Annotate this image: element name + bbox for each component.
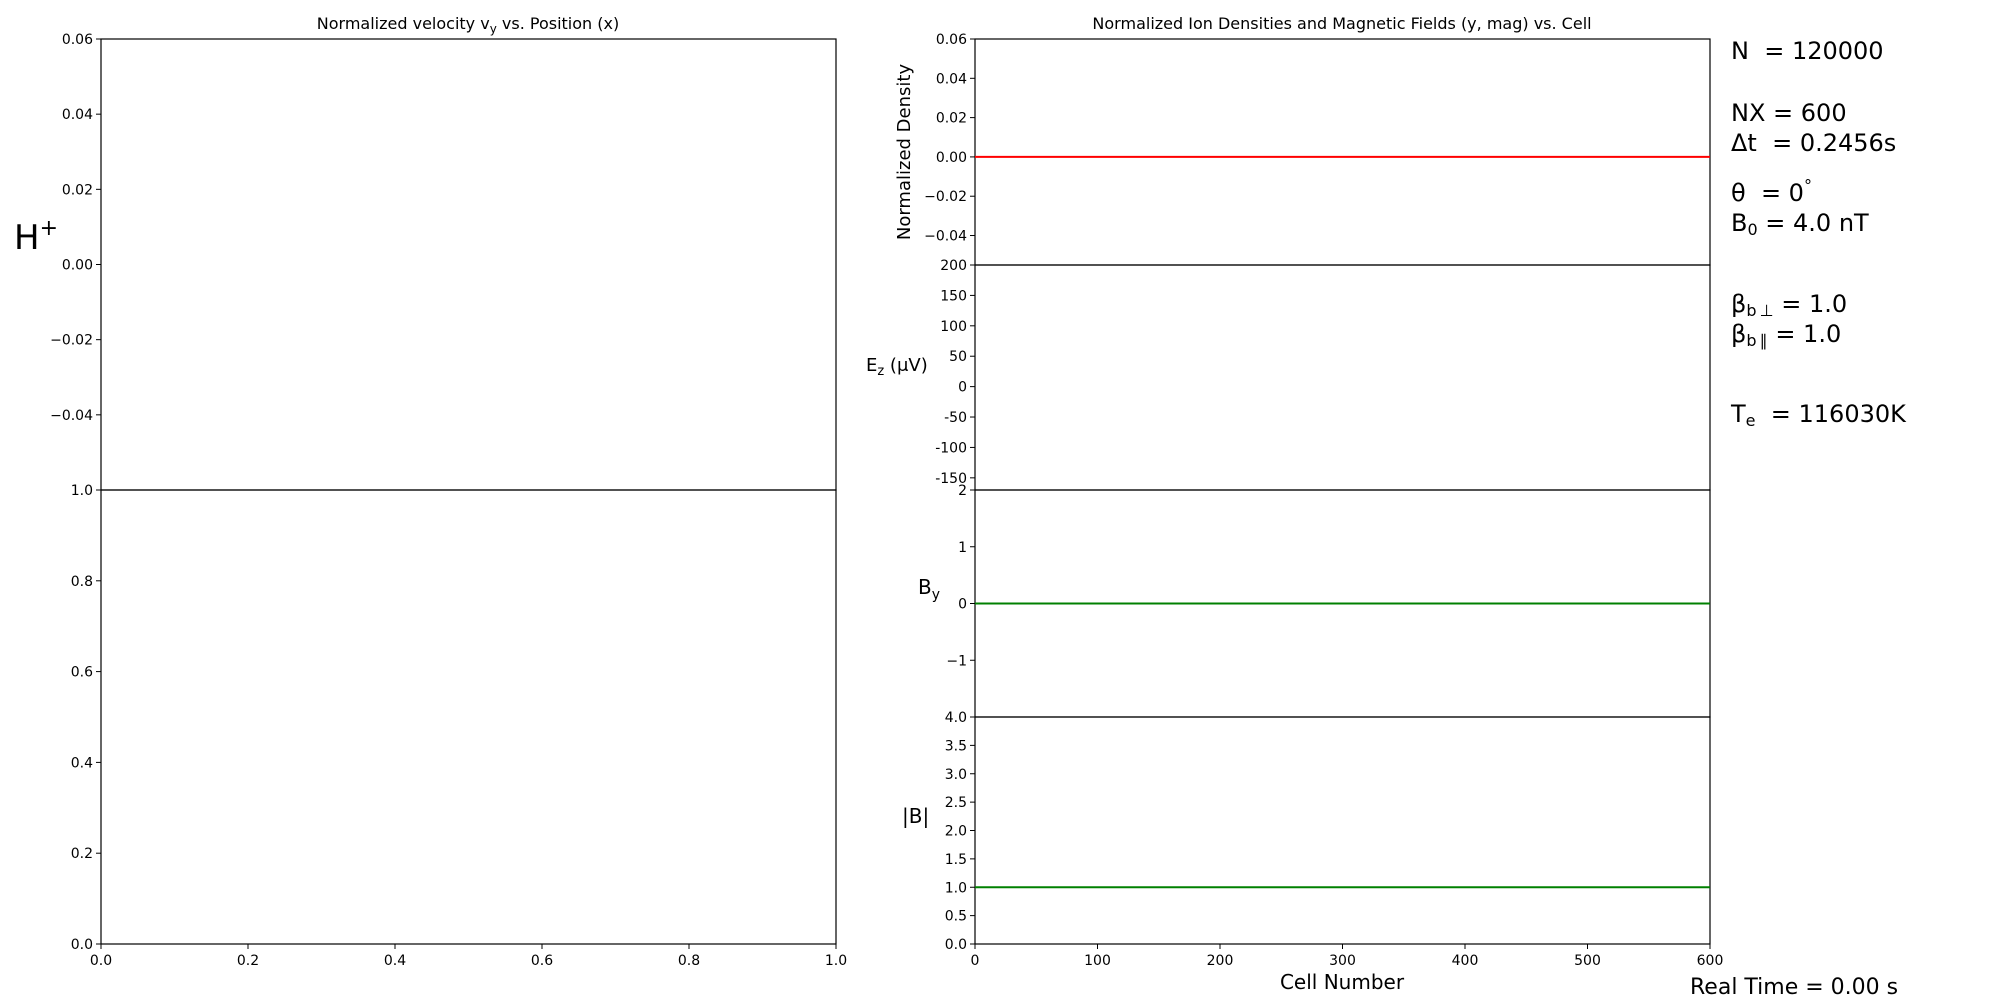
x-axis-label: Cell Number <box>1280 970 1405 994</box>
y-tick-label: 3.0 <box>945 767 967 783</box>
y-tick-label: 0.00 <box>62 258 93 274</box>
y-tick-label: 0.00 <box>936 150 967 166</box>
param-beta-perp: βb ⊥ = 1.0 <box>1731 290 1848 320</box>
x-tick-label: 200 <box>1207 953 1234 969</box>
y-tick-label: 0 <box>958 380 967 396</box>
y-tick-label: 0.0 <box>71 937 93 953</box>
y-tick-label: −0.02 <box>924 189 967 205</box>
ez-ylabel: Ez (μV) <box>866 355 928 379</box>
x-tick-label: 400 <box>1452 953 1479 969</box>
y-tick-label: 2.5 <box>945 795 967 811</box>
y-tick-label: 0 <box>958 597 967 613</box>
y-tick-label: 0.02 <box>62 182 93 198</box>
x-tick-label: 0.6 <box>531 953 553 969</box>
y-tick-label: 50 <box>949 349 967 365</box>
param-beta-par: βb ∥ = 1.0 <box>1731 320 1842 350</box>
y-tick-label: −0.02 <box>50 333 93 349</box>
x-tick-label: 0.4 <box>384 953 406 969</box>
y-tick-label: 0.04 <box>62 107 93 123</box>
x-tick-label: 1.0 <box>825 953 847 969</box>
y-tick-label: 0.4 <box>71 755 93 771</box>
axes-frame-right-2 <box>974 264 1711 491</box>
y-tick-label: 4.0 <box>945 710 967 726</box>
right-title: Normalized Ion Densities and Magnetic Fi… <box>1092 14 1591 33</box>
x-tick-label: 0.8 <box>678 953 700 969</box>
x-tick-label: 0.2 <box>237 953 259 969</box>
y-tick-label: 0.5 <box>945 909 967 925</box>
y-tick-label: 0.02 <box>936 111 967 127</box>
y-tick-label: 0.04 <box>936 71 967 87</box>
species-label: H+ <box>14 216 59 258</box>
y-tick-label: 1.0 <box>71 483 93 499</box>
y-tick-label: -100 <box>935 440 967 456</box>
y-tick-label: 150 <box>940 288 967 304</box>
x-tick-label: 0.0 <box>90 953 112 969</box>
axes-frame-left-top <box>100 38 837 491</box>
param-te: Te = 116030K <box>1731 400 1906 430</box>
y-tick-label: 0.6 <box>71 665 93 681</box>
y-tick-label: 0.2 <box>71 846 93 862</box>
y-tick-label: 100 <box>940 319 967 335</box>
x-tick-label: 500 <box>1574 953 1601 969</box>
y-tick-label: −0.04 <box>50 408 93 424</box>
density-ylabel: Normalized Density <box>894 64 915 241</box>
y-tick-label: 0.8 <box>71 574 93 590</box>
y-tick-label: 1 <box>958 540 967 556</box>
x-tick-label: 100 <box>1084 953 1111 969</box>
y-tick-label: 0.0 <box>945 937 967 953</box>
bmag-ylabel: |B| <box>902 804 929 828</box>
left-title: Normalized velocity vy vs. Position (x) <box>317 14 619 36</box>
y-tick-label: 2 <box>958 483 967 499</box>
y-tick-label: -50 <box>944 410 967 426</box>
param-nx: NX = 600 <box>1731 99 1847 127</box>
parameter-panel: N = 120000 NX = 600 Δt = 0.2456s θ = 0° … <box>1731 0 2000 1000</box>
axes-frame-left-bottom <box>100 489 837 945</box>
y-tick-label: 3.5 <box>945 738 967 754</box>
y-tick-label: 1.0 <box>945 880 967 896</box>
param-dt: Δt = 0.2456s <box>1731 129 1897 157</box>
axes-frame-right-1 <box>974 38 1711 266</box>
real-time-readout: Real Time = 0.00 s <box>1690 975 1899 1000</box>
y-tick-label: −0.04 <box>924 229 967 245</box>
y-tick-label: 0.06 <box>936 32 967 48</box>
y-tick-label: 1.5 <box>945 852 967 868</box>
param-theta: θ = 0° <box>1731 176 1812 207</box>
y-tick-label: 200 <box>940 258 967 274</box>
param-n: N = 120000 <box>1731 37 1884 65</box>
x-tick-label: 0 <box>971 953 980 969</box>
by-ylabel: By <box>918 575 940 603</box>
x-tick-label: 600 <box>1697 953 1724 969</box>
param-b0: B0 = 4.0 nT <box>1731 209 1869 239</box>
x-tick-label: 300 <box>1329 953 1356 969</box>
y-tick-label: 0.06 <box>62 32 93 48</box>
y-tick-label: −1 <box>946 653 967 669</box>
y-tick-label: 2.0 <box>945 824 967 840</box>
y-tick-label: -150 <box>935 471 967 487</box>
axes-frame-right-4 <box>974 716 1711 945</box>
